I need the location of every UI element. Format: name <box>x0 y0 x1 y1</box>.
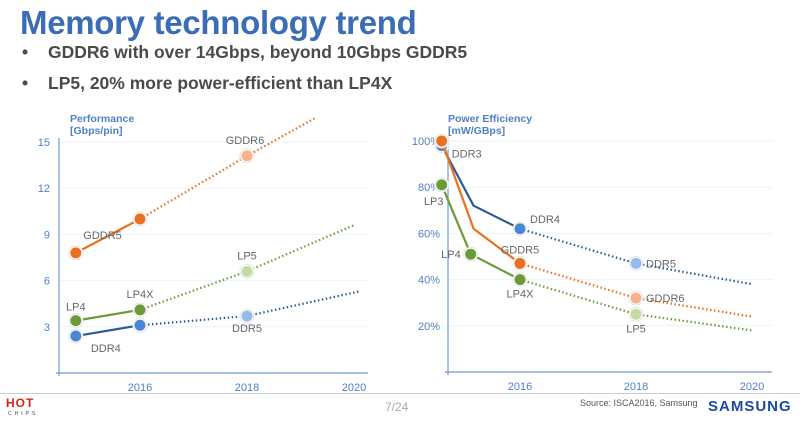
lp-series-line <box>440 184 521 281</box>
x-tick-label: 2018 <box>624 381 648 393</box>
y-tick-label: 15 <box>38 137 50 149</box>
y-axis-title: [mW/GBps] <box>448 125 505 137</box>
lp-marker <box>134 304 146 316</box>
gddr-marker <box>134 213 146 225</box>
footer-divider <box>0 393 800 394</box>
y-tick-label: 100% <box>412 136 440 148</box>
y-axis-title: Power Efficiency <box>448 113 532 125</box>
y-tick-label: 3 <box>44 322 50 334</box>
ddr-marker <box>134 319 146 331</box>
x-tick-label: 2018 <box>235 382 259 394</box>
gddr-marker <box>70 247 82 259</box>
lp-marker <box>241 265 253 277</box>
point-label: DDR4 <box>91 343 121 355</box>
lp-marker <box>514 274 526 286</box>
bullet-2: • LP5, 20% more power-efficient than LP4X <box>22 73 393 93</box>
point-label: LP4X <box>127 289 155 301</box>
point-label: GDDR5 <box>83 230 122 242</box>
ddr-marker <box>514 223 526 235</box>
slide-title: Memory technology trend <box>20 4 417 41</box>
point-label: GDDR6 <box>646 293 685 305</box>
point-label: LP4X <box>507 289 535 301</box>
point-label: LP4 <box>66 302 86 314</box>
gddr-series-line <box>75 218 141 254</box>
bullet-1: • GDDR6 with over 14Gbps, beyond 10Gbps G… <box>22 42 468 62</box>
y-tick-label: 9 <box>44 229 50 241</box>
gddr-projection-line <box>139 116 318 220</box>
hotchips-logo: HOT <box>6 396 35 410</box>
point-label: DDR3 <box>452 149 482 161</box>
ddr-series-line <box>75 324 141 338</box>
samsung-logo: SAMSUNG <box>708 398 792 415</box>
y-axis-title: Performance <box>70 113 134 125</box>
lp-series-line <box>75 308 141 322</box>
y-tick-label: 20% <box>418 321 440 333</box>
y-tick-label: 40% <box>418 275 440 287</box>
point-label: LP5 <box>237 250 257 262</box>
point-label: DDR4 <box>530 214 560 226</box>
point-label: GDDR6 <box>226 135 265 147</box>
gddr-marker <box>514 257 526 269</box>
point-label: GDDR5 <box>501 244 540 256</box>
point-label: DDR5 <box>646 258 676 270</box>
gddr-marker <box>436 135 448 147</box>
ddr-projection-line <box>139 290 360 327</box>
bullet-text: LP5, 20% more power-efficient than LP4X <box>48 73 393 93</box>
hotchips-logo-sub: CHIPS <box>8 411 39 417</box>
y-tick-label: 6 <box>44 276 50 288</box>
gddr-series-line <box>440 140 521 265</box>
lp-marker <box>436 179 448 191</box>
gddr-marker <box>241 150 253 162</box>
lp-marker <box>630 308 642 320</box>
y-tick-label: 60% <box>418 228 440 240</box>
point-label: LP3 <box>424 196 444 208</box>
x-tick-label: 2020 <box>740 381 764 393</box>
ddr-marker <box>241 310 253 322</box>
ddr-marker <box>70 330 82 342</box>
point-label: DDR5 <box>232 323 262 335</box>
y-tick-label: 12 <box>38 183 50 195</box>
ddr-series-line <box>440 145 521 230</box>
x-tick-label: 2016 <box>128 382 152 394</box>
page-number: 7/24 <box>385 400 409 414</box>
lp-marker <box>70 315 82 327</box>
point-label: LP4 <box>441 249 461 261</box>
y-axis-title: [Gbps/pin] <box>70 125 123 137</box>
ddr-marker <box>630 257 642 269</box>
x-tick-label: 2016 <box>508 381 532 393</box>
lp-marker <box>465 248 477 260</box>
bullet-text: GDDR6 with over 14Gbps, beyond 10Gbps GD… <box>48 42 468 62</box>
point-label: LP5 <box>626 323 646 335</box>
source-note: Source: ISCA2016, Samsung <box>580 398 698 408</box>
gddr-marker <box>630 292 642 304</box>
x-tick-label: 2020 <box>342 382 366 394</box>
